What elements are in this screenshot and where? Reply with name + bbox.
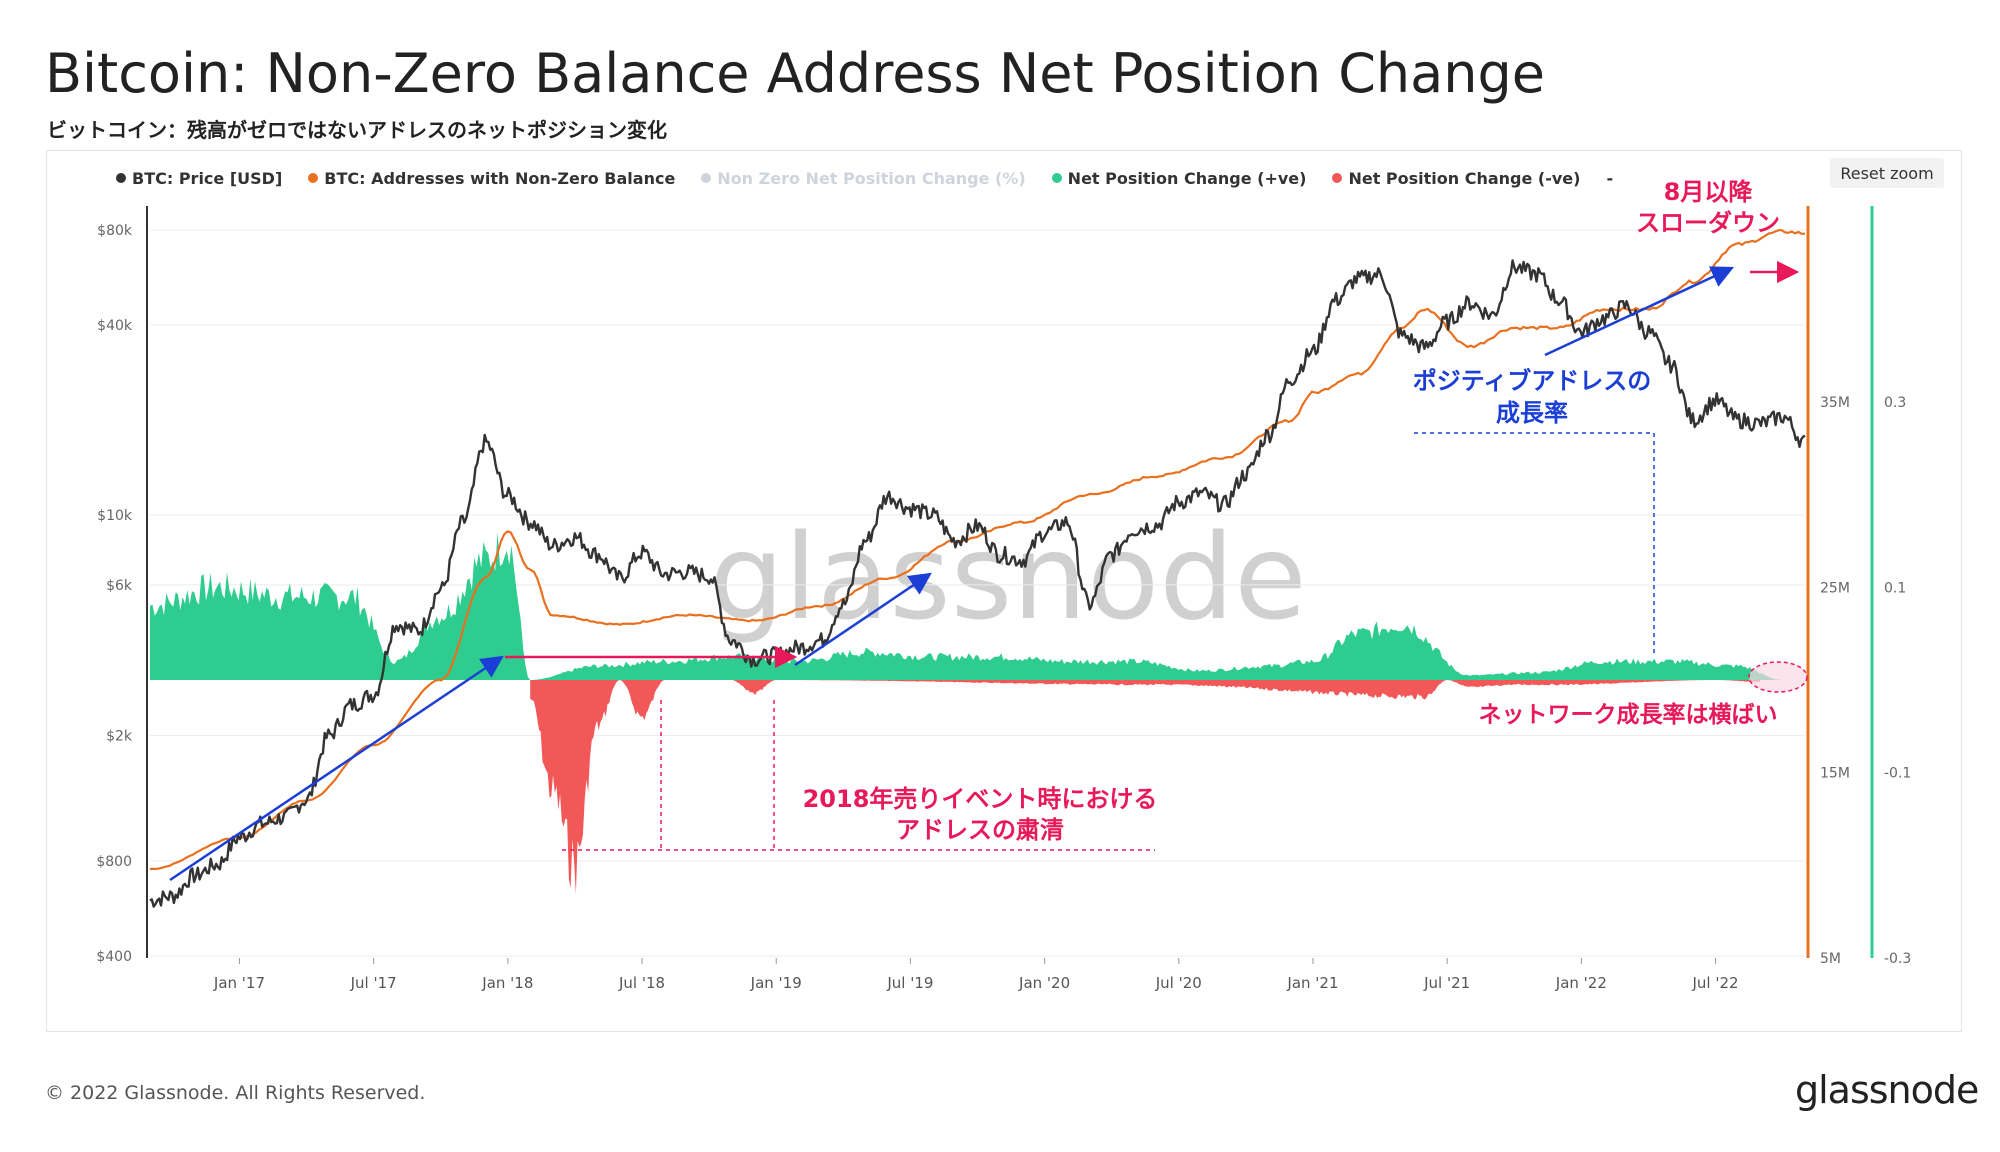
arrow-growth-2017	[169, 655, 504, 882]
legend-extra[interactable]: -	[1606, 168, 1613, 188]
legend-addresses-label: BTC: Addresses with Non-Zero Balance	[324, 168, 676, 188]
x-tick-label: Jul '22	[1692, 974, 1739, 992]
annot-flat: ネットワーク成長率は横ばい	[1479, 701, 1778, 728]
legend-addresses[interactable]: BTC: Addresses with Non-Zero Balance	[308, 168, 675, 188]
left-tick-label: $800	[96, 854, 132, 870]
legend-positive[interactable]: Net Position Change (+ve)	[1051, 168, 1307, 188]
gridlines	[150, 229, 1805, 957]
legend-price-dot	[116, 173, 126, 183]
legend-net-pct[interactable]: Non Zero Net Position Change (%)	[701, 168, 1026, 188]
right2-ticks: -0.3 -0.1 0.1 0.3	[1884, 395, 1911, 967]
price-line	[149, 259, 1806, 908]
chart-frame	[46, 150, 1962, 1032]
brand-logo: glassnode	[1795, 1068, 1979, 1112]
left-tick-label: $80k	[97, 223, 133, 239]
legend-price-label: BTC: Price [USD]	[132, 168, 283, 188]
legend-net-pct-dot	[701, 173, 712, 183]
annotation-arrows	[169, 260, 1808, 882]
legend-negative-dot	[1332, 173, 1343, 183]
legend-extra-label: -	[1606, 168, 1614, 188]
right2-tick-label: -0.1	[1884, 766, 1911, 782]
x-tick-label: Jul '19	[886, 974, 933, 992]
positive-area	[150, 531, 1783, 680]
addresses-line	[149, 229, 1806, 871]
left-tick-label: $2k	[106, 728, 133, 744]
right1-tick-label: 15M	[1820, 766, 1850, 782]
left-ticks: $400 $800 $2k $6k $10k $40k $80k	[96, 223, 133, 965]
annot-slowdown-1: 8月以降	[1664, 178, 1754, 206]
footer-copyright: © 2022 Glassnode. All Rights Reserved.	[45, 1082, 426, 1104]
legend-price[interactable]: BTC: Price [USD]	[116, 168, 282, 188]
legend-positive-label: Net Position Change (+ve)	[1067, 168, 1307, 188]
legend-net-pct-label: Non Zero Net Position Change (%)	[717, 168, 1026, 188]
left-tick-label: $10k	[97, 508, 133, 524]
x-tick-label: Jan '19	[750, 974, 802, 992]
watermark: glassnode	[709, 508, 1306, 646]
right1-tick-label: 35M	[1820, 395, 1850, 411]
page-subtitle: ビットコイン：残高がゼロではないアドレスのネットポジション変化	[47, 118, 667, 142]
annot-purge-2: アドレスの粛清	[896, 816, 1064, 844]
legend-negative-label: Net Position Change (-ve)	[1348, 168, 1581, 188]
left-tick-label: $40k	[97, 318, 133, 334]
chart-legend: BTC: Price [USD] BTC: Addresses with Non…	[116, 168, 1613, 188]
x-tick-label: Jan '17	[213, 974, 265, 992]
addresses-series-path	[149, 229, 1806, 871]
annotation-texts: 8月以降 スローダウン ポジティブアドレスの 成長率 2018年売りイベント時に…	[803, 178, 1780, 844]
right2-tick-label: 0.1	[1884, 580, 1906, 596]
x-tick-label: Jul '21	[1423, 974, 1470, 992]
x-tick-label: Jan '21	[1286, 974, 1338, 992]
right2-tick-label: 0.3	[1884, 395, 1906, 411]
x-tick-label: Jul '18	[618, 974, 665, 992]
x-ticks: Jan '17 Jul '17 Jan '18 Jul '18 Jan '19 Jul '…	[213, 958, 1739, 992]
left-tick-label: $6k	[106, 578, 133, 594]
legend-positive-dot	[1051, 173, 1062, 183]
annot-positive-2: 成長率	[1496, 399, 1568, 427]
x-tick-label: Jan '20	[1018, 974, 1070, 992]
x-tick-label: Jul '20	[1155, 974, 1202, 992]
right1-tick-label: 5M	[1820, 951, 1841, 967]
arrow-growth-2022	[1544, 266, 1735, 357]
legend-negative[interactable]: Net Position Change (-ve)	[1332, 168, 1580, 188]
annot-purge-1: 2018年売りイベント時における	[803, 785, 1158, 813]
page-title: Bitcoin: Non-Zero Balance Address Net Po…	[45, 42, 1545, 105]
x-tick-label: Jan '22	[1555, 974, 1607, 992]
price-series-path	[149, 259, 1806, 908]
flat-highlight-ellipse	[1748, 661, 1808, 693]
positive-area-path	[150, 531, 1783, 680]
x-tick-label: Jan '18	[481, 974, 533, 992]
reset-zoom-button[interactable]: Reset zoom	[1830, 158, 1944, 188]
annot-positive-1: ポジティブアドレスの	[1413, 367, 1652, 395]
legend-addresses-dot	[308, 173, 319, 183]
arrow-growth-2019	[794, 572, 932, 667]
annot-slowdown-2: スローダウン	[1636, 209, 1780, 237]
x-tick-label: Jul '17	[350, 974, 397, 992]
right2-tick-label: -0.3	[1884, 951, 1911, 967]
left-tick-label: $400	[96, 949, 132, 965]
right1-tick-label: 25M	[1820, 580, 1850, 596]
right1-ticks: 5M 15M 25M 35M	[1820, 395, 1850, 967]
